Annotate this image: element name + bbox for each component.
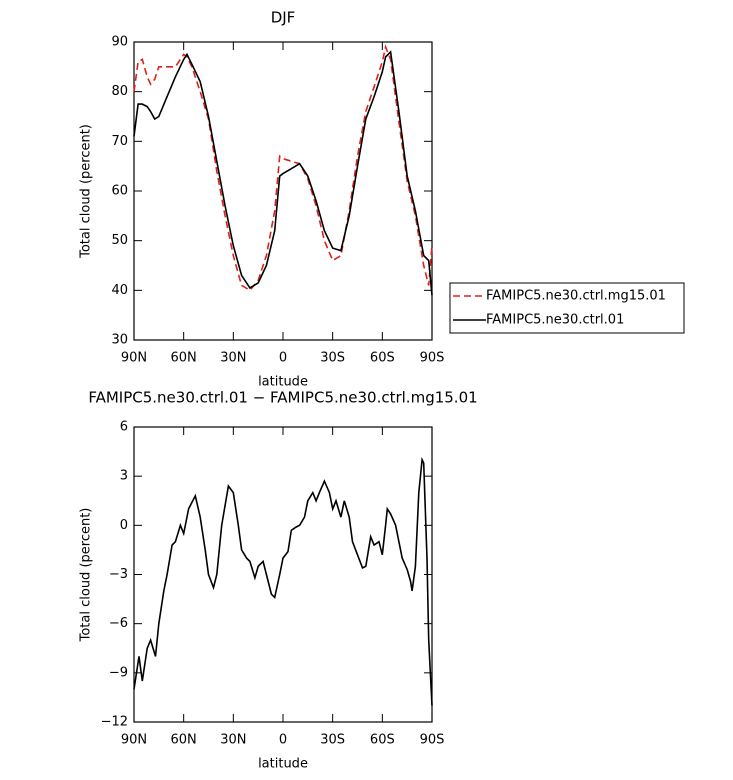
x-tick-label: 30N (220, 351, 246, 366)
x-tick-label: 90S (420, 733, 445, 748)
x-tick-label: 0 (279, 733, 287, 748)
x-tick-label: 30S (320, 351, 345, 366)
y-axis-label: Total cloud (percent) (79, 124, 94, 259)
x-axis-label: latitude (258, 757, 308, 772)
data-line (133, 50, 433, 296)
data-line (133, 44, 433, 292)
x-tick-label: 0 (279, 351, 287, 366)
x-tick-label: 90S (420, 351, 445, 366)
y-tick-label: 30 (111, 333, 128, 348)
x-tick-label: 30S (320, 733, 345, 748)
x-tick-label: 60S (370, 351, 395, 366)
x-axis-label: latitude (258, 375, 308, 390)
legend-box (449, 282, 685, 334)
x-tick-label: 60N (171, 733, 197, 748)
plot-frame (133, 41, 433, 341)
legend-label: FAMIPC5.ne30.ctrl.01 (486, 313, 624, 328)
y-tick-label: 40 (111, 283, 128, 298)
x-tick-label: 60N (171, 351, 197, 366)
x-tick-label: 90N (121, 733, 147, 748)
y-tick-label: 60 (111, 184, 128, 199)
y-tick-label: 0 (120, 518, 128, 533)
y-tick-label: 3 (120, 469, 128, 484)
y-tick-label: 50 (111, 233, 128, 248)
y-tick-label: 90 (111, 35, 128, 50)
y-axis-label: Total cloud (percent) (79, 508, 94, 643)
y-tick-label: 70 (111, 134, 128, 149)
y-tick-label: −3 (109, 567, 128, 582)
chart-title: DJF (271, 9, 296, 27)
x-tick-label: 90N (121, 351, 147, 366)
y-tick-label: −6 (109, 616, 128, 631)
x-tick-label: 30N (220, 733, 246, 748)
y-tick-label: −12 (101, 715, 128, 730)
y-tick-label: −9 (109, 665, 128, 680)
y-tick-label: 80 (111, 84, 128, 99)
chart-title: FAMIPC5.ne30.ctrl.01 − FAMIPC5.ne30.ctrl… (88, 389, 477, 407)
plot-frame (133, 426, 433, 723)
data-line (133, 456, 433, 706)
x-tick-label: 60S (370, 733, 395, 748)
legend-label: FAMIPC5.ne30.ctrl.mg15.01 (486, 289, 666, 304)
y-tick-label: 6 (120, 420, 128, 435)
